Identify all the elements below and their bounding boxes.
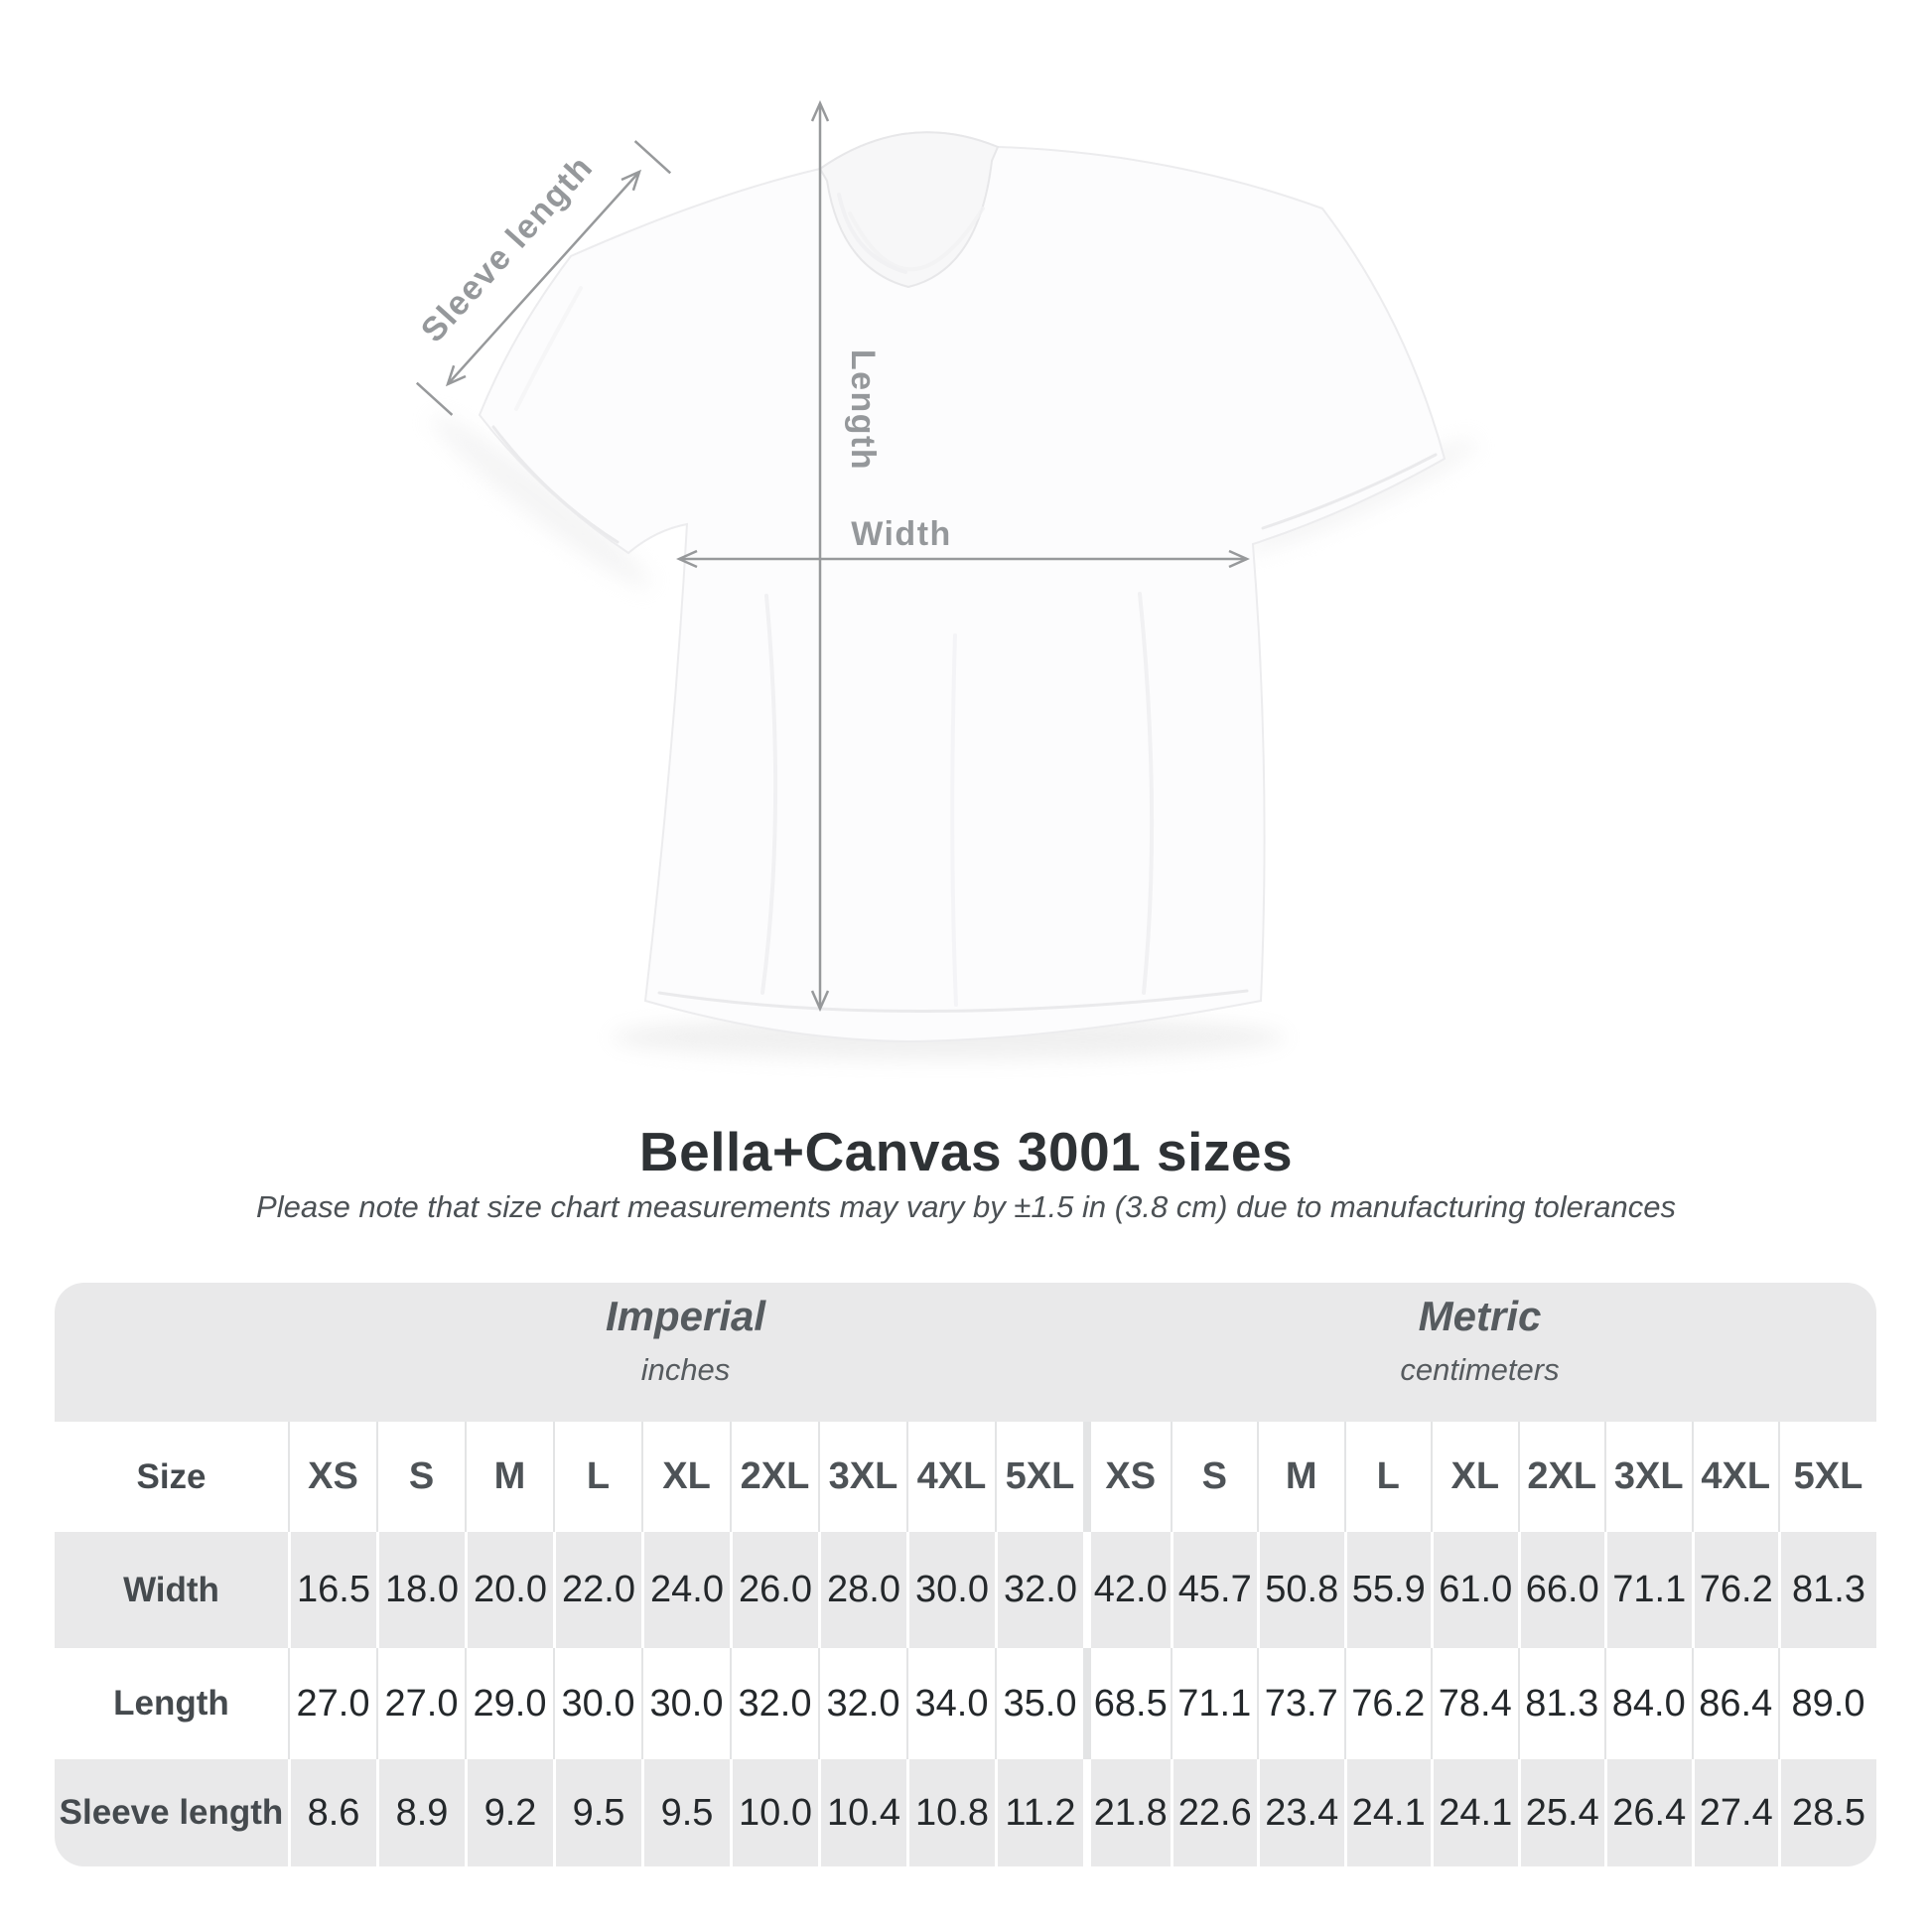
value-cell: 32.0 (818, 1648, 906, 1759)
value-cell: 89.0 (1778, 1648, 1876, 1759)
value-cell: 16.5 (288, 1532, 376, 1648)
imperial-group-header: Imperial inches (288, 1283, 1083, 1422)
value-cell: 32.0 (995, 1532, 1083, 1648)
value-cell: 42.0 (1083, 1532, 1171, 1648)
value-cell: 78.4 (1431, 1648, 1518, 1759)
value-cell: 10.4 (818, 1759, 906, 1866)
width-label: Width (851, 515, 952, 553)
value-cell: 9.5 (553, 1759, 641, 1866)
value-cell: 22.6 (1170, 1759, 1257, 1866)
value-cell: 26.0 (730, 1532, 818, 1648)
tshirt-diagram: Sleeve length Length Width (414, 0, 1478, 1059)
value-cell: 28.5 (1778, 1759, 1876, 1866)
value-cell: 50.8 (1257, 1532, 1344, 1648)
value-cell: 23.4 (1257, 1759, 1344, 1866)
row-label: Width (55, 1532, 288, 1648)
size-header: 2XL (1517, 1422, 1604, 1532)
value-cell: 20.0 (465, 1532, 553, 1648)
value-cell: 28.0 (818, 1532, 906, 1648)
size-header: S (1170, 1422, 1257, 1532)
value-cell: 25.4 (1517, 1759, 1604, 1866)
value-cell: 27.0 (288, 1648, 376, 1759)
value-cell: 8.9 (376, 1759, 465, 1866)
measurement-lines (415, 103, 1247, 1009)
value-cell: 8.6 (288, 1759, 376, 1866)
value-cell: 11.2 (995, 1759, 1083, 1866)
size-header: XS (288, 1422, 376, 1532)
value-cell: 9.2 (465, 1759, 553, 1866)
value-cell: 35.0 (995, 1648, 1083, 1759)
value-cell: 61.0 (1431, 1532, 1518, 1648)
value-cell: 84.0 (1604, 1648, 1692, 1759)
size-header: L (553, 1422, 641, 1532)
value-cell: 26.4 (1604, 1759, 1692, 1866)
size-header: XL (641, 1422, 730, 1532)
value-cell: 30.0 (553, 1648, 641, 1759)
size-header: 3XL (818, 1422, 906, 1532)
value-cell: 34.0 (906, 1648, 995, 1759)
sleeve-length-arrow (448, 172, 639, 384)
value-cell: 81.3 (1517, 1648, 1604, 1759)
size-header: 3XL (1604, 1422, 1692, 1532)
value-cell: 71.1 (1170, 1648, 1257, 1759)
value-cell: 30.0 (641, 1648, 730, 1759)
size-header: M (1257, 1422, 1344, 1532)
imperial-title: Imperial (605, 1293, 766, 1339)
value-cell: 66.0 (1517, 1532, 1604, 1648)
size-column-header: Size (55, 1422, 288, 1532)
row-label: Length (55, 1648, 288, 1759)
tolerance-note: Please note that size chart measurements… (256, 1189, 1676, 1224)
metric-title: Metric (1418, 1293, 1542, 1339)
value-cell: 24.1 (1343, 1759, 1431, 1866)
value-cell: 29.0 (465, 1648, 553, 1759)
value-cell: 24.1 (1431, 1759, 1518, 1866)
size-header: 5XL (1778, 1422, 1876, 1532)
value-cell: 81.3 (1778, 1532, 1876, 1648)
size-header: L (1343, 1422, 1431, 1532)
value-cell: 86.4 (1691, 1648, 1778, 1759)
value-cell: 71.1 (1604, 1532, 1692, 1648)
row-label: Sleeve length (55, 1759, 288, 1866)
value-cell: 76.2 (1343, 1648, 1431, 1759)
value-cell: 24.0 (641, 1532, 730, 1648)
metric-unit: centimeters (1400, 1352, 1560, 1387)
size-header: XS (1083, 1422, 1171, 1532)
sleeve-length-end-tick (415, 381, 454, 416)
size-header: XL (1431, 1422, 1518, 1532)
value-cell: 68.5 (1083, 1648, 1171, 1759)
page-title: Bella+Canvas 3001 sizes (638, 1121, 1294, 1182)
sleeve-length-start-tick (633, 140, 672, 175)
size-header: S (376, 1422, 465, 1532)
size-table: Imperial inches Metric centimeters Size X… (55, 1283, 1876, 1866)
value-cell: 55.9 (1343, 1532, 1431, 1648)
tshirt-body (478, 131, 1447, 1043)
value-cell: 18.0 (376, 1532, 465, 1648)
value-cell: 30.0 (906, 1532, 995, 1648)
metric-group-header: Metric centimeters (1083, 1283, 1876, 1422)
value-cell: 22.0 (553, 1532, 641, 1648)
value-cell: 32.0 (730, 1648, 818, 1759)
value-cell: 27.0 (376, 1648, 465, 1759)
value-cell: 10.8 (906, 1759, 995, 1866)
length-label: Length (844, 349, 882, 471)
value-cell: 73.7 (1257, 1648, 1344, 1759)
size-header: 5XL (995, 1422, 1083, 1532)
imperial-unit: inches (640, 1352, 731, 1387)
value-cell: 27.4 (1691, 1759, 1778, 1866)
size-header: 2XL (730, 1422, 818, 1532)
size-header: 4XL (1691, 1422, 1778, 1532)
table-band-corner (55, 1283, 288, 1422)
value-cell: 76.2 (1691, 1532, 1778, 1648)
value-cell: 21.8 (1083, 1759, 1171, 1866)
value-cell: 9.5 (641, 1759, 730, 1866)
value-cell: 10.0 (730, 1759, 818, 1866)
size-header: M (465, 1422, 553, 1532)
size-header: 4XL (906, 1422, 995, 1532)
value-cell: 45.7 (1170, 1532, 1257, 1648)
